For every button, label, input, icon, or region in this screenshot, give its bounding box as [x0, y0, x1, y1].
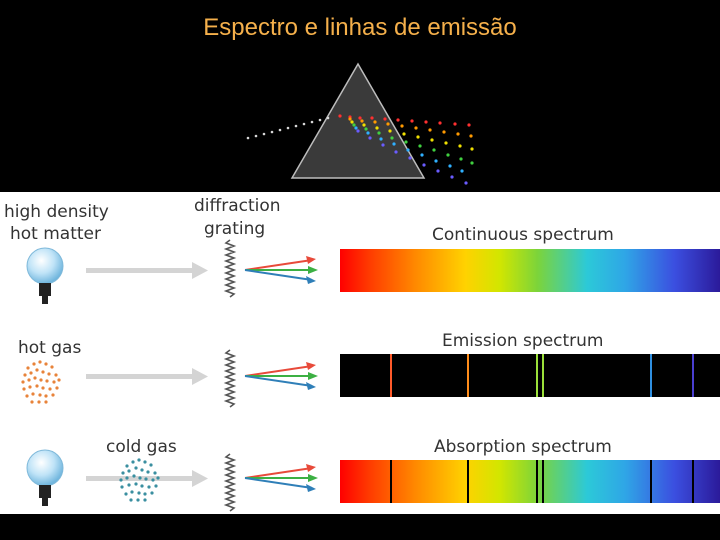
label-hot-gas: hot gas	[18, 338, 82, 358]
title-absorption-spectrum: Absorption spectrum	[434, 437, 612, 457]
dispersed-rays	[244, 256, 318, 284]
label-grating: grating	[204, 219, 266, 239]
diffraction-grating	[223, 453, 237, 512]
light-bulb-icon	[26, 247, 64, 304]
absorption-line	[536, 460, 538, 503]
label-hot-matter: hot matter	[10, 224, 102, 244]
emission-spectrum-band	[340, 354, 720, 397]
dispersed-light	[338, 114, 474, 185]
apparatus-diagram	[21, 239, 318, 512]
continuous-spectrum-band	[340, 249, 720, 292]
prism-illustration	[246, 62, 474, 185]
emission-line	[542, 354, 544, 397]
emission-line	[390, 354, 392, 397]
label-cold-gas: cold gas	[106, 437, 177, 457]
emission-line	[536, 354, 538, 397]
light-bulb-icon	[26, 449, 64, 506]
title-emission-spectrum: Emission spectrum	[442, 331, 604, 351]
incident-light	[246, 116, 330, 140]
dispersed-rays	[244, 362, 318, 390]
diffraction-grating	[223, 239, 237, 298]
emission-line	[692, 354, 694, 397]
title-continuous-spectrum: Continuous spectrum	[432, 225, 614, 245]
hot-gas-cloud	[21, 360, 61, 404]
absorption-line	[467, 460, 469, 503]
cold-gas-cloud	[119, 458, 160, 502]
absorption-line	[692, 460, 694, 503]
emission-line	[467, 354, 469, 397]
spectra-panel: high density hot matter diffraction grat…	[0, 192, 720, 514]
light-path-arrow	[86, 262, 208, 279]
absorption-spectrum-band	[340, 460, 720, 503]
absorption-line	[542, 460, 544, 503]
dispersed-rays	[244, 464, 318, 492]
label-diffraction: diffraction	[194, 196, 281, 216]
light-path-arrow	[86, 368, 208, 385]
label-high-density: high density	[4, 202, 109, 222]
diffraction-grating	[223, 349, 237, 408]
emission-line	[650, 354, 652, 397]
absorption-line	[650, 460, 652, 503]
prism	[290, 62, 426, 179]
slide-title: Espectro e linhas de emissão	[203, 14, 517, 41]
absorption-line	[390, 460, 392, 503]
